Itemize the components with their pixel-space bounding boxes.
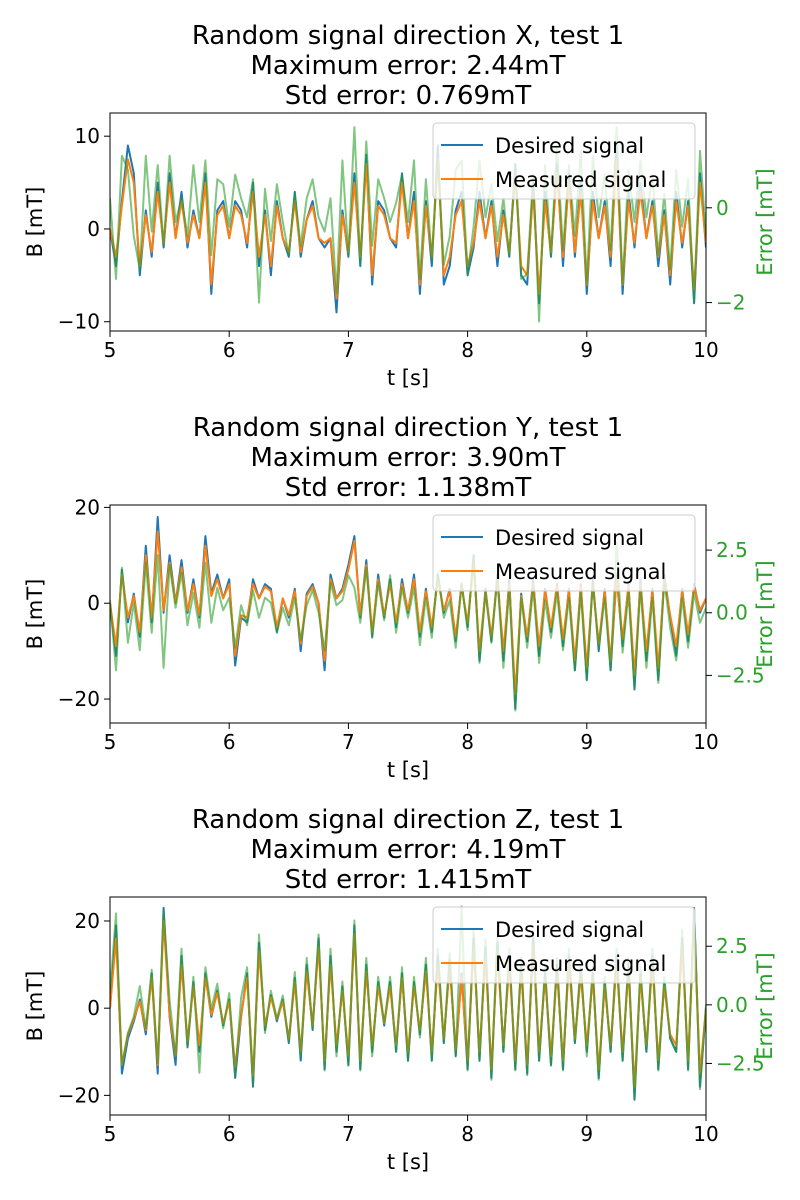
y-tick-label: −20 bbox=[58, 687, 100, 711]
y-right-tick-label: 2.5 bbox=[716, 538, 748, 562]
y-right-axis-label: Error [mT] bbox=[753, 560, 777, 668]
x-tick-label: 9 bbox=[580, 1122, 593, 1146]
chart-title-line: Std error: 1.415mT bbox=[285, 865, 532, 895]
y-right-tick-label: 0.0 bbox=[716, 993, 748, 1017]
y-right-tick-label: −2.5 bbox=[716, 663, 765, 687]
legend-label: Desired signal bbox=[495, 134, 644, 158]
plot-area bbox=[110, 905, 706, 1101]
y-right-axis-label: Error [mT] bbox=[753, 952, 777, 1060]
y-tick-label: 0 bbox=[87, 217, 100, 241]
chart-title-line: Std error: 1.138mT bbox=[285, 473, 532, 503]
y-right-tick-label: 0 bbox=[716, 196, 729, 220]
x-tick-label: 10 bbox=[693, 730, 718, 754]
y-tick-label: 10 bbox=[75, 124, 100, 148]
chart-title-line: Random signal direction Z, test 1 bbox=[192, 805, 624, 835]
chart-1: Random signal direction X, test 1Maximum… bbox=[23, 21, 777, 390]
x-axis-label: t [s] bbox=[387, 758, 429, 782]
y-right-tick-label: 2.5 bbox=[716, 934, 748, 958]
x-tick-label: 8 bbox=[461, 730, 474, 754]
chart-2: Random signal direction Y, test 1Maximum… bbox=[23, 413, 777, 782]
plot-area bbox=[110, 126, 706, 323]
y-tick-label: 20 bbox=[75, 495, 100, 519]
legend-box bbox=[432, 514, 696, 592]
x-axis-label: t [s] bbox=[387, 1150, 429, 1174]
series-line-error bbox=[110, 541, 706, 712]
x-tick-label: 6 bbox=[223, 730, 236, 754]
x-tick-label: 9 bbox=[580, 338, 593, 362]
x-tick-label: 10 bbox=[693, 1122, 718, 1146]
x-tick-label: 5 bbox=[104, 338, 117, 362]
chart-title-line: Random signal direction Y, test 1 bbox=[193, 413, 623, 443]
chart-title-line: Maximum error: 2.44mT bbox=[251, 51, 566, 81]
y-axis-label: B [mT] bbox=[23, 187, 47, 258]
series-line-error bbox=[110, 905, 706, 1100]
chart-title-line: Random signal direction X, test 1 bbox=[192, 21, 624, 51]
x-tick-label: 5 bbox=[104, 1122, 117, 1146]
legend-box bbox=[432, 906, 696, 984]
x-tick-label: 8 bbox=[461, 338, 474, 362]
chart-3: Random signal direction Z, test 1Maximum… bbox=[23, 805, 777, 1174]
y-right-tick-label: −2 bbox=[716, 291, 745, 315]
y-right-tick-label: −2.5 bbox=[716, 1051, 765, 1075]
y-axis-label: B [mT] bbox=[23, 579, 47, 650]
y-right-tick-label: 0.0 bbox=[716, 601, 748, 625]
series-line-measured-signal bbox=[110, 158, 706, 300]
legend-label: Desired signal bbox=[495, 526, 644, 550]
axes-frame bbox=[109, 112, 707, 332]
y-tick-label: 0 bbox=[87, 996, 100, 1020]
y-right-axis-label: Error [mT] bbox=[753, 168, 777, 276]
legend-label: Measured signal bbox=[495, 168, 666, 192]
legend: Desired signal Measured signal bbox=[432, 122, 696, 200]
x-tick-label: 8 bbox=[461, 1122, 474, 1146]
legend-label: Measured signal bbox=[495, 952, 666, 976]
y-tick-label: 0 bbox=[87, 591, 100, 615]
x-axis-label: t [s] bbox=[387, 366, 429, 390]
x-tick-label: 10 bbox=[693, 338, 718, 362]
y-axis-label: B [mT] bbox=[23, 971, 47, 1042]
legend: Desired signal Measured signal bbox=[432, 514, 696, 592]
chart-title-line: Maximum error: 3.90mT bbox=[251, 443, 566, 473]
axes-frame bbox=[109, 504, 707, 724]
legend: Desired signal Measured signal bbox=[432, 906, 696, 984]
y-tick-label: 20 bbox=[75, 909, 100, 933]
x-tick-label: 6 bbox=[223, 338, 236, 362]
x-tick-label: 5 bbox=[104, 730, 117, 754]
x-tick-label: 7 bbox=[342, 338, 355, 362]
series-line-error bbox=[110, 126, 706, 323]
legend-box bbox=[432, 122, 696, 200]
chart-title-line: Std error: 0.769mT bbox=[285, 81, 532, 111]
x-tick-label: 6 bbox=[223, 1122, 236, 1146]
chart-title-line: Maximum error: 4.19mT bbox=[251, 835, 566, 865]
legend-label: Desired signal bbox=[495, 918, 644, 942]
x-tick-label: 7 bbox=[342, 730, 355, 754]
plot-area bbox=[110, 516, 706, 712]
axes-frame bbox=[109, 896, 707, 1116]
x-tick-label: 9 bbox=[580, 730, 593, 754]
x-tick-label: 7 bbox=[342, 1122, 355, 1146]
y-tick-label: −20 bbox=[58, 1083, 100, 1107]
y-tick-label: −10 bbox=[58, 310, 100, 334]
legend-label: Measured signal bbox=[495, 560, 666, 584]
